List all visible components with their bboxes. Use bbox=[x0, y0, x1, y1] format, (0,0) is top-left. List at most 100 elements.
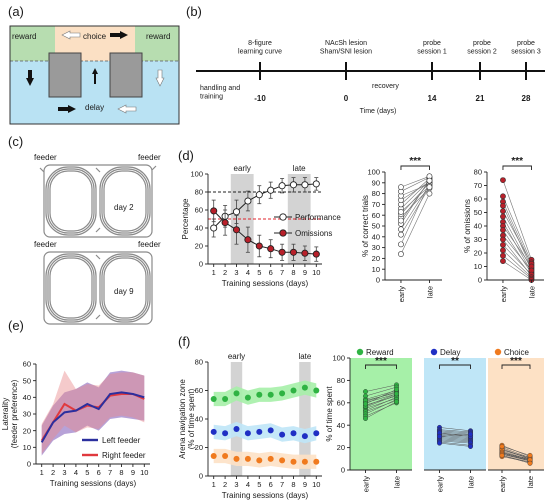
day-label-bottom: day 9 bbox=[114, 287, 134, 296]
point-reward bbox=[301, 384, 308, 391]
point-delay bbox=[267, 427, 274, 434]
d2-y-tick-label: 30 bbox=[372, 243, 380, 252]
point-choice bbox=[267, 455, 274, 462]
legend-performance-label: Performance bbox=[295, 213, 341, 222]
e-x-tick-label: 4 bbox=[74, 468, 78, 477]
point-performance bbox=[278, 182, 286, 190]
f2-y-tick-label: 0 bbox=[341, 466, 345, 475]
delay-point-late bbox=[468, 431, 474, 437]
f1-x-tick-label: 8 bbox=[291, 480, 295, 489]
sem-band-delay bbox=[213, 421, 317, 444]
delay-point-early bbox=[437, 433, 443, 439]
d3-y-tick-label: 30 bbox=[474, 235, 482, 244]
reward-legend-label: Reward bbox=[366, 348, 394, 357]
d3-y-tick-label: 20 bbox=[474, 249, 482, 258]
legend-omissions-marker bbox=[279, 229, 287, 237]
d2-point-early bbox=[398, 184, 404, 191]
d3-pair-line bbox=[502, 196, 532, 263]
panel-bg-delay bbox=[424, 358, 486, 470]
d2-pair-line bbox=[400, 184, 430, 230]
delay-pair-line bbox=[439, 430, 471, 434]
delay-pair-line bbox=[439, 442, 471, 447]
d2-point-early bbox=[398, 241, 404, 248]
f1-x-tick-label: 10 bbox=[312, 480, 320, 489]
d1-y-tick-label: 80 bbox=[195, 188, 203, 197]
point-delay bbox=[301, 433, 308, 440]
d3-pair-line bbox=[502, 205, 532, 268]
d3-point-early bbox=[500, 252, 506, 259]
d2-point-early bbox=[398, 209, 404, 215]
reward-point-early bbox=[363, 401, 369, 407]
d2-pair-line bbox=[400, 182, 430, 215]
point-omissions bbox=[301, 249, 309, 257]
sem-band-choice bbox=[213, 448, 317, 469]
d2-x-tick-label: early bbox=[397, 286, 406, 303]
delay-point-early bbox=[437, 440, 443, 446]
e-y-tick-label: 50 bbox=[23, 376, 31, 385]
f1-x-tick-label: 7 bbox=[280, 480, 284, 489]
d1-y-tick-label: 40 bbox=[195, 224, 203, 233]
choice-pair-line bbox=[501, 451, 531, 462]
d3-point-early bbox=[500, 213, 506, 220]
delay-pair-line bbox=[439, 439, 471, 443]
choice-sig-label: *** bbox=[510, 356, 522, 367]
d2-sig-label: *** bbox=[409, 156, 421, 167]
point-omissions bbox=[244, 236, 252, 244]
choice-pair-line bbox=[501, 447, 531, 458]
feeder-label-top-left: feeder bbox=[34, 153, 57, 162]
choice-pair-line bbox=[501, 446, 531, 456]
f1-y-ylabel: (% of time spent) bbox=[187, 388, 196, 449]
d2-pair-line bbox=[400, 193, 430, 255]
d3-point-early bbox=[500, 208, 506, 215]
f1-y-ylabel: Arena navigation zone bbox=[178, 379, 187, 459]
point-choice bbox=[313, 458, 320, 465]
band-label-late: late bbox=[298, 352, 311, 361]
reward-point-late bbox=[394, 391, 400, 397]
d2-x-tick-label: late bbox=[425, 286, 434, 298]
choice-point-early bbox=[499, 452, 505, 458]
delay-legend-label: Delay bbox=[440, 348, 460, 357]
delay-x-tick-label: early bbox=[436, 476, 445, 493]
reward-sig-bracket bbox=[365, 364, 397, 369]
f1-xlabel: Training sessions (days) bbox=[222, 491, 309, 500]
reward-point-late bbox=[394, 386, 400, 392]
d1-x-tick-label: 9 bbox=[303, 268, 307, 277]
reward-pair-line bbox=[365, 384, 397, 392]
d1-x-tick-label: 7 bbox=[280, 268, 284, 277]
f2-y-ylabel: % of time spent bbox=[325, 386, 334, 442]
maze-block-left bbox=[48, 52, 82, 98]
reward-point-early bbox=[363, 415, 369, 421]
point-reward bbox=[267, 391, 274, 398]
point-reward bbox=[256, 391, 263, 398]
d3-y-tick-label: 70 bbox=[474, 181, 482, 190]
d1-x-tick-label: 10 bbox=[312, 268, 320, 277]
d3-point-early bbox=[500, 258, 506, 264]
chart-d-learning-axes: 0 20 40 60 80 100 Percentage 1 2 3 4 5 6 7 8 9 10Trainin… bbox=[181, 170, 322, 288]
d2-sig-bracket bbox=[400, 165, 430, 170]
zone-label-delay: delay bbox=[85, 103, 104, 112]
d3-point-early bbox=[500, 247, 506, 254]
band-early bbox=[230, 362, 243, 476]
delay-pair-line bbox=[439, 433, 471, 437]
timeline-tick-label-21: 21 bbox=[476, 94, 485, 103]
trajectory-day9 bbox=[43, 251, 153, 325]
chart-e-laterality: 0 10 20 30 40 50 60 Laterality (feeder preferenc… bbox=[1, 360, 150, 488]
d3-x-tick-label: late bbox=[527, 286, 536, 298]
e-x-tick-label: 7 bbox=[108, 468, 112, 477]
point-omissions bbox=[221, 219, 229, 227]
d3-pair-line bbox=[502, 225, 532, 267]
d3-point-early bbox=[500, 177, 506, 183]
point-choice bbox=[290, 458, 297, 465]
d3-y-tick-label: 0 bbox=[478, 276, 482, 285]
arrow-down-right-icon bbox=[155, 69, 165, 87]
reward-pair-line bbox=[365, 401, 397, 419]
reward-x-tick-label: early bbox=[362, 476, 371, 493]
d2-point-early bbox=[398, 226, 404, 233]
chart-d-learning: early late 0 20 40 60 80 100 Percentage 1 2 3 4 5 6 7 8… bbox=[181, 164, 341, 288]
band-label-early: early bbox=[228, 352, 245, 361]
d2-pair-line bbox=[400, 185, 430, 213]
timeline-tick-label-14: 14 bbox=[428, 94, 437, 103]
chart-d-learning-legend: Performance Omissions bbox=[274, 213, 341, 238]
